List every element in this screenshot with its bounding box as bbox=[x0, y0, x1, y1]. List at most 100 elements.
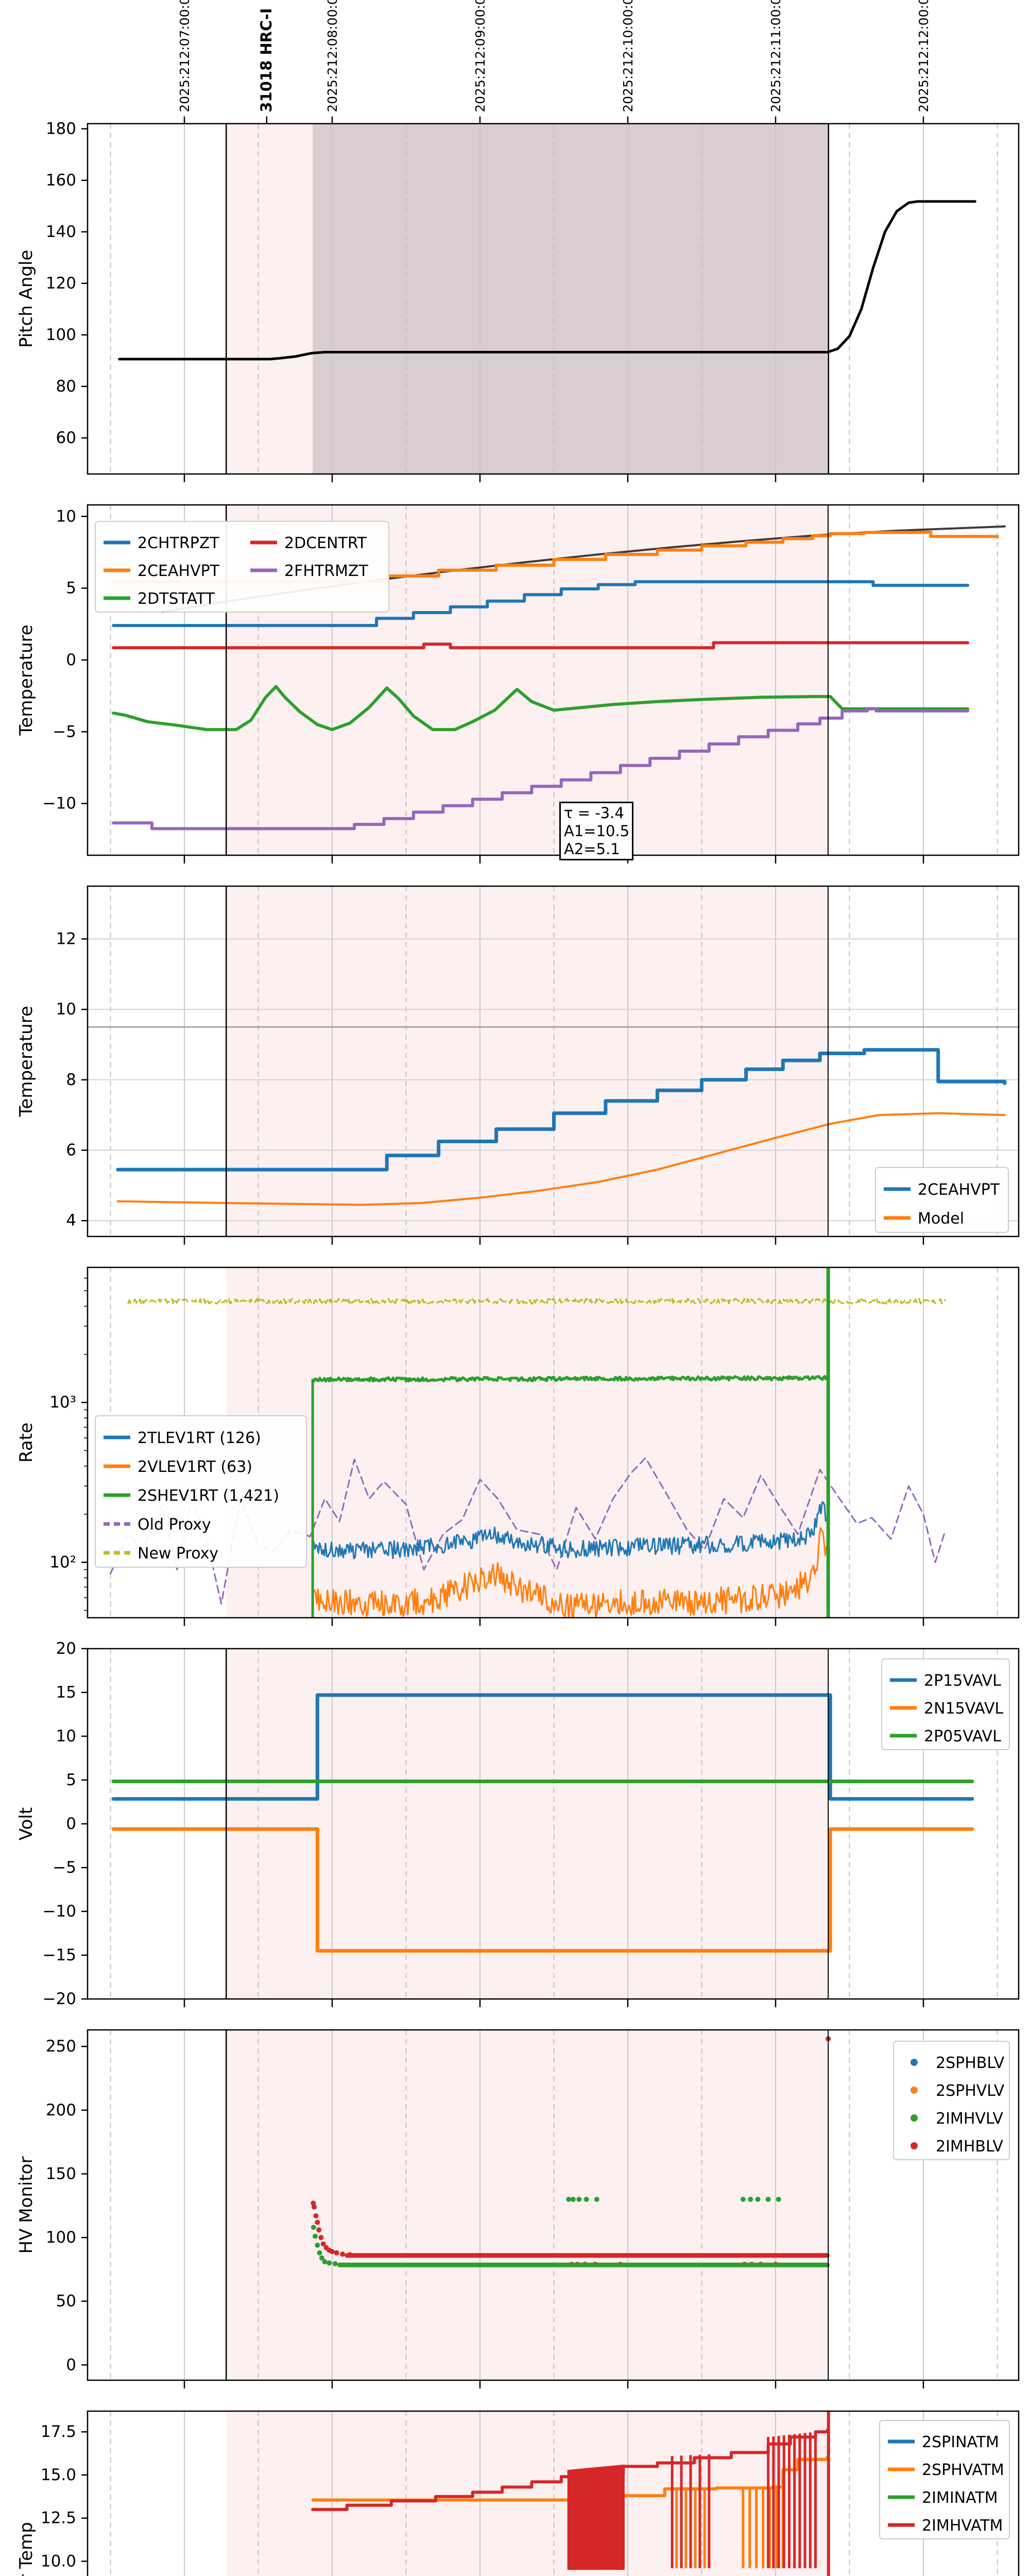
y-tick-label: −5 bbox=[53, 1858, 76, 1877]
legend-label: Model bbox=[918, 1210, 964, 1228]
top-time-label: 2025:212:09:00:00.000 bbox=[473, 0, 488, 112]
series-pitch bbox=[118, 200, 976, 361]
top-time-label: 2025:212:11:00:00.000 bbox=[768, 0, 783, 112]
series-2IMHVLV bbox=[748, 2196, 753, 2202]
y-tick-label: 140 bbox=[46, 223, 76, 241]
series-2IMHVLV bbox=[317, 2250, 322, 2256]
series-2CHTRPZT bbox=[112, 580, 970, 628]
y-tick-label: 10² bbox=[49, 1553, 76, 1571]
y-tick-label: 4 bbox=[66, 1211, 76, 1230]
legend: 2P15VAVL 2N15VAVL 2P05VAVL bbox=[881, 1658, 1010, 1750]
top-time-label: 2025:212:10:00:00.000 bbox=[621, 0, 636, 112]
y-tick-label: 160 bbox=[46, 171, 76, 190]
legend-label: 2IMINATM bbox=[922, 2489, 998, 2507]
fit-tau: τ = -3.4 bbox=[564, 804, 624, 822]
series-2IMHBLV bbox=[315, 2219, 320, 2225]
series-2IMHVLV bbox=[332, 2261, 338, 2266]
y-tick-label: 12.5 bbox=[41, 2509, 76, 2528]
y-tick-label: 10 bbox=[56, 507, 76, 526]
legend-box bbox=[95, 1415, 307, 1568]
y-tick-label: 100 bbox=[46, 326, 76, 344]
legend-label: 2CHTRPZT bbox=[138, 534, 219, 552]
y-tick-label: 60 bbox=[56, 429, 76, 447]
legend-box bbox=[893, 2041, 1010, 2160]
legend-box bbox=[95, 521, 389, 613]
y-tick-label: 80 bbox=[56, 377, 76, 396]
y-axis-label: Volt bbox=[16, 1807, 37, 1840]
y-tick-label: 250 bbox=[46, 2037, 76, 2056]
legend-label: 2IMHVLV bbox=[936, 2110, 1003, 2128]
series-2IMHVLV bbox=[765, 2196, 771, 2202]
series-2IMHVLV bbox=[311, 2225, 316, 2230]
y-tick-label: −15 bbox=[43, 1946, 76, 1964]
series-2IMHVLV bbox=[315, 2242, 320, 2248]
panel-pitch: 60 80 100 120 140 160 180 Pitch Angle 2025:212:0… bbox=[16, 0, 1020, 482]
series-group bbox=[112, 505, 1006, 855]
series-2IMHBLV bbox=[311, 2204, 317, 2210]
y-tick-label: −10 bbox=[43, 794, 76, 813]
legend-label: 2IMHVATM bbox=[922, 2517, 1003, 2535]
top-time-label: 2025:212:12:00:00.000 bbox=[916, 0, 931, 112]
series-2VLEV1RT bbox=[314, 1527, 828, 1618]
series-group bbox=[118, 124, 976, 474]
series-Model bbox=[116, 1112, 1006, 1206]
y-tick-label: 8 bbox=[66, 1071, 76, 1089]
y-tick-label: 6 bbox=[66, 1141, 76, 1160]
series-2CEAHVPT bbox=[116, 1048, 1007, 1172]
panel-border bbox=[87, 504, 1020, 856]
series-2IMHVLV bbox=[566, 2196, 572, 2202]
panel-volt: 20151050−5−10−15−20Volt2P15VAVL2N15VAVL2… bbox=[16, 1639, 1020, 2008]
series-2IMHVLV bbox=[322, 2259, 328, 2265]
legend: 2CEAHVPT Model bbox=[875, 1167, 1009, 1233]
y-tick-label: 0 bbox=[66, 651, 76, 669]
series-2IMHVLV bbox=[312, 2233, 318, 2239]
series-2IMHBLV bbox=[334, 2250, 339, 2256]
legend-label: 2FHTRMZT bbox=[284, 562, 369, 580]
series-2IMHBLV bbox=[318, 2235, 324, 2241]
panel-border bbox=[87, 885, 1020, 1238]
legend-label: 2N15VAVL bbox=[924, 1700, 1003, 1718]
y-axis-label: HV Monitor bbox=[16, 2157, 37, 2254]
legend-marker bbox=[911, 2142, 918, 2149]
shade-region bbox=[226, 1649, 829, 1999]
shade-region bbox=[226, 2030, 829, 2380]
panel-rate: 10³ 10² Rate 2TLEV1RT (126) 2VLEV1RT (63) 2SH… bbox=[16, 1266, 1020, 1626]
legend-label: 2TLEV1RT (126) bbox=[138, 1429, 261, 1447]
series-2FHTRMZT bbox=[112, 707, 970, 831]
y-tick-label: 20 bbox=[56, 1639, 76, 1658]
series-2IMHBLV bbox=[330, 2249, 335, 2255]
panel-temp1: 10 5 0 −5 −10 Temperature 2CHTRPZT 2CEAHVPT 2DTS… bbox=[16, 504, 1020, 863]
shade-region bbox=[226, 886, 828, 1236]
legend: 2TLEV1RT (126) 2VLEV1RT (63) 2SHEV1RT (1,4… bbox=[95, 1415, 307, 1568]
legend-marker bbox=[911, 2114, 918, 2122]
legend-label: New Proxy bbox=[138, 1545, 218, 1563]
legend-label: 2CEAHVPT bbox=[138, 562, 220, 580]
fit-a1: A1=10.5 bbox=[564, 822, 630, 840]
y-tick-label: 10³ bbox=[49, 1393, 76, 1412]
panel-border bbox=[87, 2029, 1020, 2381]
y-axis-label: Temperature bbox=[16, 1006, 37, 1117]
legend: 2SPINATM 2SPHVATM 2IMINATM 2IMHVATM bbox=[879, 2420, 1010, 2539]
fit-a2: A2=5.1 bbox=[564, 840, 620, 858]
legend-label: 2SPHBLV bbox=[936, 2054, 1005, 2072]
y-tick-label: 0 bbox=[66, 2355, 76, 2374]
legend-label: 2IMHBLV bbox=[936, 2138, 1003, 2156]
shade-region bbox=[226, 1267, 829, 1618]
series-2IMHVLV bbox=[583, 2196, 589, 2202]
legend-label: 2SPINATM bbox=[922, 2433, 999, 2451]
series-2IMHBLV bbox=[316, 2227, 322, 2233]
y-tick-label: 50 bbox=[56, 2292, 76, 2311]
legend-label: 2P05VAVL bbox=[924, 1727, 1001, 1745]
series-2IMHBLV bbox=[320, 2241, 326, 2247]
y-tick-label: −20 bbox=[43, 1990, 76, 2008]
panel-border bbox=[87, 123, 1020, 475]
y-tick-label: −10 bbox=[43, 1902, 76, 1921]
y-tick-label: −5 bbox=[53, 722, 76, 741]
legend-label: 2SPHVLV bbox=[936, 2082, 1005, 2100]
legend-marker bbox=[911, 2059, 918, 2066]
series-2TLEV1RT bbox=[313, 1501, 827, 1560]
y-axis-label: Rate bbox=[16, 1422, 37, 1463]
y-tick-label: 10.0 bbox=[41, 2552, 76, 2570]
